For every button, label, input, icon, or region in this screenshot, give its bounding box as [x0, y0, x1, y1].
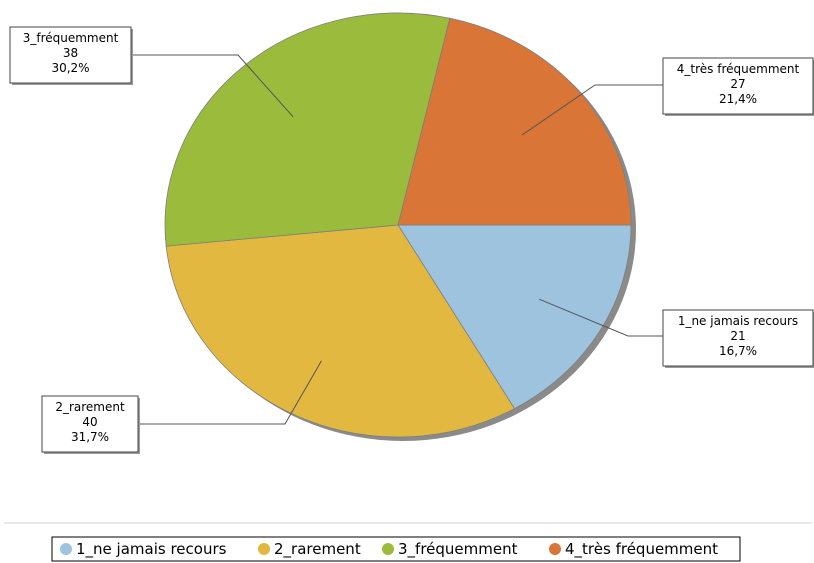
leader-line-1-ne-jamais-recours: [539, 298, 663, 337]
legend-item-2-rarement: 2_rarement: [258, 540, 361, 559]
callout-value: 38: [63, 46, 78, 60]
callout-box: [662, 57, 814, 115]
legend: 1_ne jamais recours 2_rarement 3_fréquemme…: [51, 536, 741, 562]
leader-line-3-fr-quemment: [131, 54, 294, 118]
legend-label: 3_fréquemment: [398, 540, 518, 559]
pie-slices: [164, 12, 632, 438]
callout-label: 4_très fréquemment: [677, 62, 800, 76]
legend-item-4-tr-s-fr-quemment: 4_très fréquemment: [549, 540, 718, 559]
callout-percent: 30,2%: [51, 61, 89, 75]
legend-item-1-ne-jamais-recours: 1_ne jamais recours: [60, 540, 227, 559]
callout-percent: 31,7%: [71, 430, 109, 444]
callout-percent: 21,4%: [719, 92, 757, 106]
legend-item-3-fr-quemment: 3_fréquemment: [382, 540, 518, 559]
leader-line-4-tr-s-fr-quemment: [521, 84, 663, 136]
pie-slice-3-fr-quemment: [164, 12, 451, 247]
pie-slice-4-tr-s-fr-quemment: [397, 17, 632, 226]
legend-swatch: [258, 543, 270, 555]
callout-percent: 16,7%: [719, 344, 757, 358]
callout-box: [41, 395, 139, 453]
callout-value: 21: [730, 329, 745, 343]
callout-value: 40: [82, 415, 97, 429]
callout-label: 3_fréquemment: [23, 31, 119, 45]
pie-slice-2-rarement: [165, 224, 516, 438]
legend-swatch: [549, 543, 561, 555]
leader-lines: [131, 54, 663, 425]
legend-label: 2_rarement: [274, 540, 361, 559]
legend-swatch: [382, 543, 394, 555]
legend-label: 1_ne jamais recours: [76, 540, 227, 559]
leader-line-2-rarement: [138, 360, 322, 425]
legend-swatch: [60, 543, 72, 555]
legend-label: 4_très fréquemment: [565, 540, 718, 559]
callout-label: 1_ne jamais recours: [678, 314, 798, 328]
legend-frame: [51, 536, 741, 562]
callout-label: 2_rarement: [55, 400, 125, 414]
callout-box: [662, 309, 814, 367]
callout-value: 27: [730, 77, 745, 91]
callout-box: [9, 26, 132, 84]
pie-slice-1-ne-jamais-recours: [397, 224, 632, 410]
